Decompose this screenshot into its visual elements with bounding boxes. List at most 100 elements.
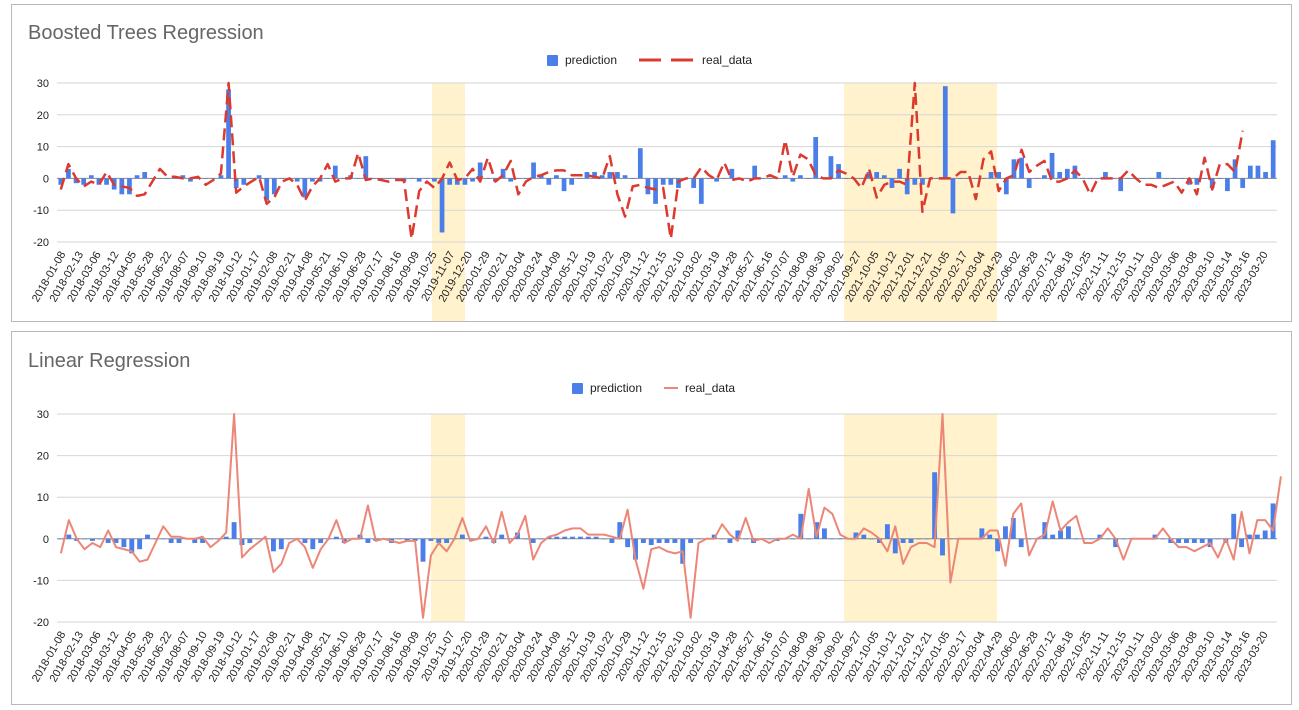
prediction-bar: [1026, 538, 1032, 540]
highlight-band: [844, 414, 997, 622]
prediction-bar: [515, 178, 521, 179]
prediction-bar: [1003, 526, 1008, 539]
prediction-bar: [668, 178, 674, 185]
prediction-bar: [585, 536, 591, 539]
prediction-bar: [942, 86, 948, 179]
prediction-bar: [889, 178, 895, 188]
prediction-bar: [97, 538, 103, 540]
prediction-bar: [160, 538, 166, 540]
prediction-bar: [531, 162, 536, 179]
prediction-bar: [1202, 178, 1207, 179]
prediction-bar: [412, 538, 418, 541]
prediction-bar: [1010, 518, 1016, 539]
prediction-bar: [1095, 178, 1101, 179]
prediction-bar: [215, 538, 221, 540]
prediction-bar: [508, 178, 514, 182]
prediction-bar: [424, 178, 430, 179]
prediction-bar: [66, 168, 71, 179]
prediction-bar: [798, 513, 804, 539]
prediction-bar: [454, 178, 460, 185]
legend-label-real-data: real_data: [685, 381, 736, 395]
prediction-bar: [884, 524, 890, 539]
prediction-bar: [1050, 534, 1056, 539]
prediction-bar: [570, 536, 575, 539]
legend-label-real-data: real_data: [702, 53, 753, 67]
prediction-bar: [286, 538, 292, 540]
chart-legend: prediction real_data: [572, 381, 749, 395]
prediction-bar: [1184, 538, 1189, 543]
prediction-bar: [226, 89, 231, 179]
prediction-bar: [365, 538, 371, 543]
prediction-bar: [1225, 178, 1230, 192]
prediction-bar: [104, 178, 109, 185]
prediction-bar: [1141, 178, 1146, 179]
prediction-bar: [877, 538, 882, 543]
prediction-bar: [1232, 159, 1238, 179]
legend-item-real-data[interactable]: real_data: [639, 53, 752, 67]
prediction-bar: [200, 538, 206, 543]
prediction-bar: [630, 178, 636, 179]
prediction-bar: [1049, 152, 1055, 179]
prediction-bar: [979, 528, 985, 539]
legend-swatch-prediction: [572, 382, 583, 394]
prediction-bar: [1239, 538, 1245, 548]
prediction-bar: [821, 528, 827, 539]
prediction-bar: [601, 538, 607, 540]
chart-title: Linear Regression: [28, 350, 191, 372]
prediction-bar: [66, 534, 72, 539]
prediction-bar: [1255, 165, 1261, 179]
prediction-bar: [393, 178, 399, 179]
legend-item-prediction[interactable]: prediction: [547, 53, 617, 67]
prediction-bar: [145, 534, 150, 539]
boosted-trees-chart-panel: Boosted Trees Regression prediction real…: [11, 4, 1292, 322]
prediction-bar: [1156, 172, 1162, 179]
prediction-bar: [924, 538, 930, 540]
prediction-bar: [664, 538, 670, 543]
legend-label-prediction: prediction: [565, 53, 618, 67]
y-tick-label: -10: [33, 205, 49, 217]
prediction-bar: [1171, 178, 1177, 179]
prediction-bar: [719, 538, 725, 540]
prediction-bar: [1065, 526, 1071, 539]
prediction-bar: [396, 538, 402, 540]
prediction-bar: [355, 178, 361, 179]
prediction-bar: [908, 538, 914, 543]
prediction-bar: [1164, 178, 1169, 179]
prediction-bar: [562, 536, 568, 539]
prediction-bar: [203, 178, 209, 179]
prediction-bar: [1217, 178, 1223, 179]
prediction-bar: [1199, 538, 1205, 543]
prediction-bar: [165, 178, 170, 179]
prediction-bar: [698, 178, 704, 204]
prediction-bar: [1058, 530, 1063, 539]
prediction-bar: [759, 178, 765, 179]
y-tick-label: 0: [43, 534, 49, 546]
prediction-bar: [897, 168, 902, 179]
prediction-bar: [1231, 513, 1237, 539]
prediction-bar: [371, 178, 376, 179]
prediction-bar: [996, 172, 1002, 179]
prediction-bar: [271, 538, 276, 552]
prediction-bar: [1118, 178, 1124, 192]
prediction-bar: [121, 538, 127, 548]
prediction-bar: [637, 148, 643, 179]
prediction-bar: [1121, 538, 1126, 540]
prediction-bar: [900, 538, 906, 543]
prediction-bar: [995, 538, 1001, 552]
prediction-bar: [310, 538, 316, 550]
prediction-bar: [576, 178, 582, 179]
prediction-bar: [584, 172, 590, 179]
prediction-bar: [859, 178, 864, 179]
prediction-bar: [932, 472, 938, 539]
prediction-bar: [1057, 172, 1063, 179]
prediction-bar: [1270, 503, 1276, 539]
prediction-bar: [1186, 178, 1192, 185]
prediction-bar: [1179, 178, 1185, 179]
legend-item-prediction[interactable]: prediction: [572, 381, 642, 395]
legend-item-real-data[interactable]: real_data: [664, 381, 735, 395]
boosted-trees-plot: -20-1001020302018-01-082018-02-132018-03…: [30, 78, 1277, 321]
prediction-bar: [444, 538, 450, 543]
prediction-bar: [129, 538, 135, 554]
prediction-bar: [223, 536, 229, 539]
prediction-bar: [1247, 534, 1252, 539]
